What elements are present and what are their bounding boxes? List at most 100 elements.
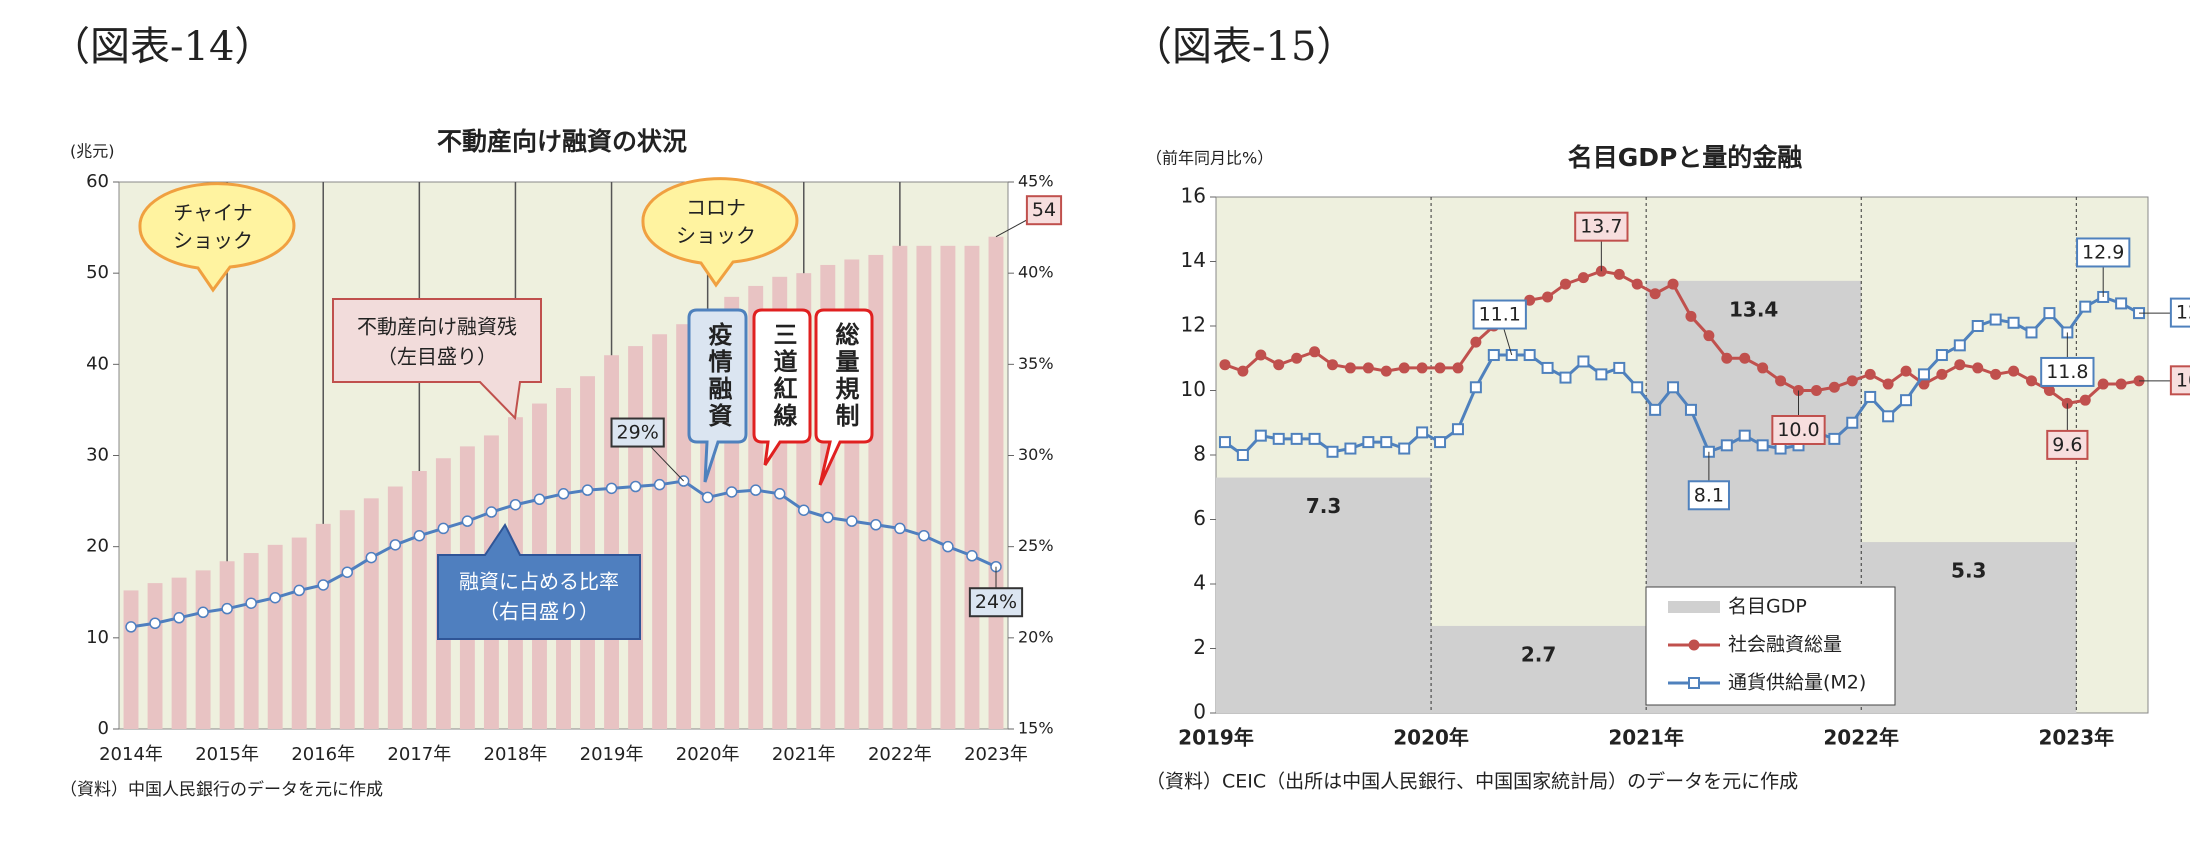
marker: [2008, 365, 2020, 377]
marker: [1667, 278, 1679, 290]
y-tick-label: 10: [86, 627, 109, 648]
label-leader: [651, 447, 684, 482]
data-label: 8.1: [1694, 484, 1724, 506]
marker: [1613, 361, 1626, 374]
bar: [315, 523, 331, 729]
legend-marker: [1688, 677, 1700, 689]
y-tick-label: 8: [1193, 442, 1206, 466]
marker: [2043, 385, 2055, 396]
bar: [411, 470, 427, 729]
legend-label: 通貨供給量(M2): [1728, 672, 1866, 694]
marker: [2026, 375, 2037, 387]
marker: [1953, 339, 1966, 352]
data-label: 11.8: [2046, 361, 2088, 383]
y-tick-label: 40: [86, 353, 109, 374]
marker: [2097, 378, 2109, 390]
marker: [1469, 381, 1482, 394]
y-tick-label: 12: [1181, 313, 1206, 337]
marker: [1900, 365, 1912, 377]
marker: [1219, 359, 1231, 371]
marker: [365, 551, 378, 564]
marker: [1273, 359, 1285, 371]
marker: [1523, 349, 1536, 362]
data-label-box: [2040, 356, 2095, 387]
marker: [1434, 362, 1446, 374]
marker: [1344, 362, 1356, 374]
annotation: ショック: [173, 229, 253, 253]
bar: [219, 561, 235, 729]
marker: [1721, 352, 1733, 364]
marker: [2025, 326, 2038, 339]
marker: [1971, 320, 1984, 332]
line: [1224, 295, 2140, 457]
annotations: チャイナ ショック コロナ ショック 不動産向け融資残 （左目盛り） 融資に占め…: [138, 177, 874, 640]
bar: [291, 537, 307, 729]
marker: [1560, 278, 1571, 290]
gdp-bar: [1431, 625, 1647, 713]
marker: [701, 491, 714, 504]
marker: [509, 498, 522, 511]
marker: [1739, 352, 1751, 364]
y-axis-title: （前年同月比%）: [1146, 149, 1273, 168]
marker: [1577, 272, 1589, 284]
marker: [653, 478, 666, 491]
annotation: （左目盛り）: [377, 345, 497, 369]
bar: [195, 570, 211, 729]
marker: [1291, 352, 1303, 364]
marker: [1326, 445, 1339, 458]
bar: [940, 245, 956, 730]
x-tick-label: 2021年: [1608, 726, 1684, 750]
marker: [1684, 403, 1697, 416]
marker: [1541, 361, 1554, 374]
marker: [125, 621, 137, 633]
y-tick-label: 16: [1181, 184, 1206, 208]
data-label-box: [1687, 480, 1730, 511]
bar: [892, 245, 908, 730]
annotation: コロナ: [686, 196, 746, 220]
marker: [725, 486, 738, 498]
chart-title: 名目GDPと量的金融: [1568, 143, 1803, 172]
marker: [1774, 442, 1787, 455]
marker: [629, 480, 642, 493]
x-tick-label: 2017年: [387, 744, 451, 765]
marker: [846, 515, 858, 527]
y-axis-title: (兆元): [70, 142, 115, 161]
y2-tick-label: 35%: [1018, 354, 1054, 373]
y-tick-label: 10: [1181, 377, 1206, 401]
bar: [171, 577, 187, 729]
marker: [557, 488, 570, 500]
marker: [1918, 378, 1930, 390]
y2-tick-label: 45%: [1018, 172, 1054, 191]
marker: [2043, 307, 2056, 320]
data-label-box: [968, 587, 1024, 618]
label-leader: [995, 218, 1030, 238]
data-label-box: [2076, 237, 2131, 268]
x-tick-label: 2019年: [1178, 726, 1254, 750]
marker: [1327, 359, 1338, 371]
bar: [363, 498, 379, 729]
marker: [1416, 362, 1428, 374]
marker: [1362, 362, 1374, 374]
annotation: 不動産向け融資残: [357, 315, 517, 339]
marker: [1846, 375, 1858, 387]
y-tick-label: 50: [86, 262, 109, 283]
marker: [1954, 359, 1966, 371]
marker: [918, 529, 930, 542]
marker: [2079, 394, 2091, 406]
marker: [1344, 442, 1357, 455]
callout-box: [752, 308, 812, 466]
marker: [1810, 385, 1822, 396]
marker: [1972, 362, 1984, 374]
x-tick-label: 2016年: [291, 744, 355, 765]
marker: [942, 540, 954, 553]
marker: [1452, 362, 1464, 374]
marker: [1828, 432, 1841, 445]
marker: [1559, 371, 1572, 384]
marker: [1667, 381, 1680, 394]
marker: [389, 539, 402, 551]
marker: [173, 612, 185, 624]
data-label: 13.7: [1580, 216, 1622, 238]
y2-tick-label: 25%: [1018, 536, 1054, 555]
bar: [604, 355, 620, 729]
gdp-label: 13.4: [1729, 297, 1778, 321]
